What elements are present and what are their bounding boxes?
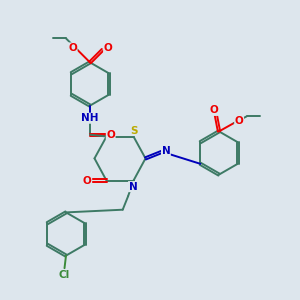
Text: O: O	[210, 105, 219, 116]
Text: N: N	[128, 182, 137, 192]
Text: O: O	[83, 176, 92, 186]
Text: S: S	[130, 125, 138, 136]
Text: O: O	[106, 130, 115, 140]
Text: O: O	[235, 116, 244, 126]
Text: NH: NH	[81, 113, 99, 123]
Text: O: O	[103, 43, 112, 53]
Text: Cl: Cl	[59, 270, 70, 280]
Text: O: O	[68, 43, 77, 53]
Text: N: N	[161, 146, 170, 156]
